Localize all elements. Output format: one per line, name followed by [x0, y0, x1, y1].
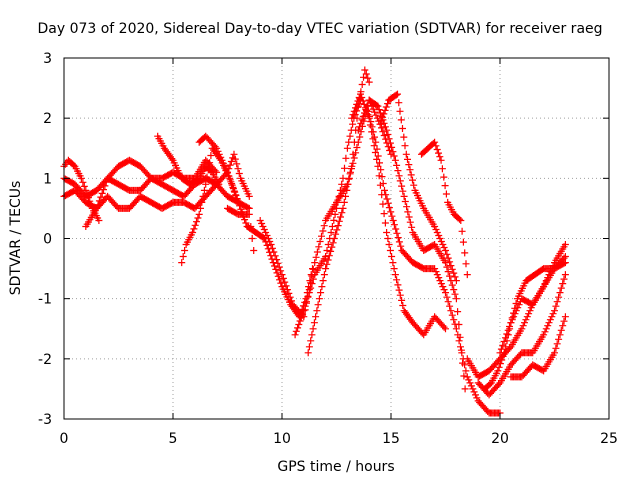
series-arc-15 — [376, 90, 460, 285]
y-tick-label: 1 — [43, 171, 52, 187]
data-marks — [224, 204, 258, 254]
y-axis-label: SDTVAR / TECUs — [8, 181, 24, 296]
data-marks — [365, 96, 469, 393]
data-marks — [376, 90, 460, 285]
y-tick-label: 3 — [43, 51, 52, 67]
series-arc-14 — [365, 96, 469, 393]
chart-title: Day 073 of 2020, Sidereal Day-to-day VTE… — [37, 21, 602, 37]
y-tick-label: 2 — [43, 111, 52, 127]
series-arc-18 — [474, 271, 569, 399]
data-marks — [418, 138, 471, 279]
y-tick-label: -3 — [38, 412, 52, 428]
x-tick-label: 5 — [169, 431, 178, 447]
x-tick-label: 0 — [60, 431, 69, 447]
series-arc-5 — [154, 132, 223, 188]
axis-ticks: 0 5 10 15 20 25 -3 -2 -1 0 1 2 3 — [38, 51, 618, 447]
y-tick-label: 0 — [43, 232, 52, 248]
x-tick-label: 25 — [600, 431, 618, 447]
data-marks — [496, 253, 569, 357]
x-tick-label: 10 — [273, 431, 291, 447]
series-arc-7 — [195, 132, 253, 200]
y-tick-label: -2 — [38, 352, 52, 368]
y-tick-label: -1 — [38, 292, 52, 308]
x-axis-label: GPS time / hours — [277, 459, 394, 475]
data-marks — [154, 132, 223, 188]
data-points — [60, 66, 569, 417]
data-marks — [507, 313, 569, 381]
x-tick-label: 20 — [491, 431, 509, 447]
series-arc-21 — [507, 313, 569, 381]
series-arc-16 — [418, 138, 471, 279]
data-marks — [195, 132, 253, 200]
data-marks — [474, 271, 569, 399]
series-arc-13 — [354, 102, 504, 417]
series-arc-8 — [224, 204, 258, 254]
x-tick-label: 15 — [382, 431, 400, 447]
series-arc-4 — [82, 156, 221, 230]
series-arc-20 — [496, 253, 569, 357]
data-marks — [82, 156, 221, 230]
data-marks — [354, 102, 504, 417]
